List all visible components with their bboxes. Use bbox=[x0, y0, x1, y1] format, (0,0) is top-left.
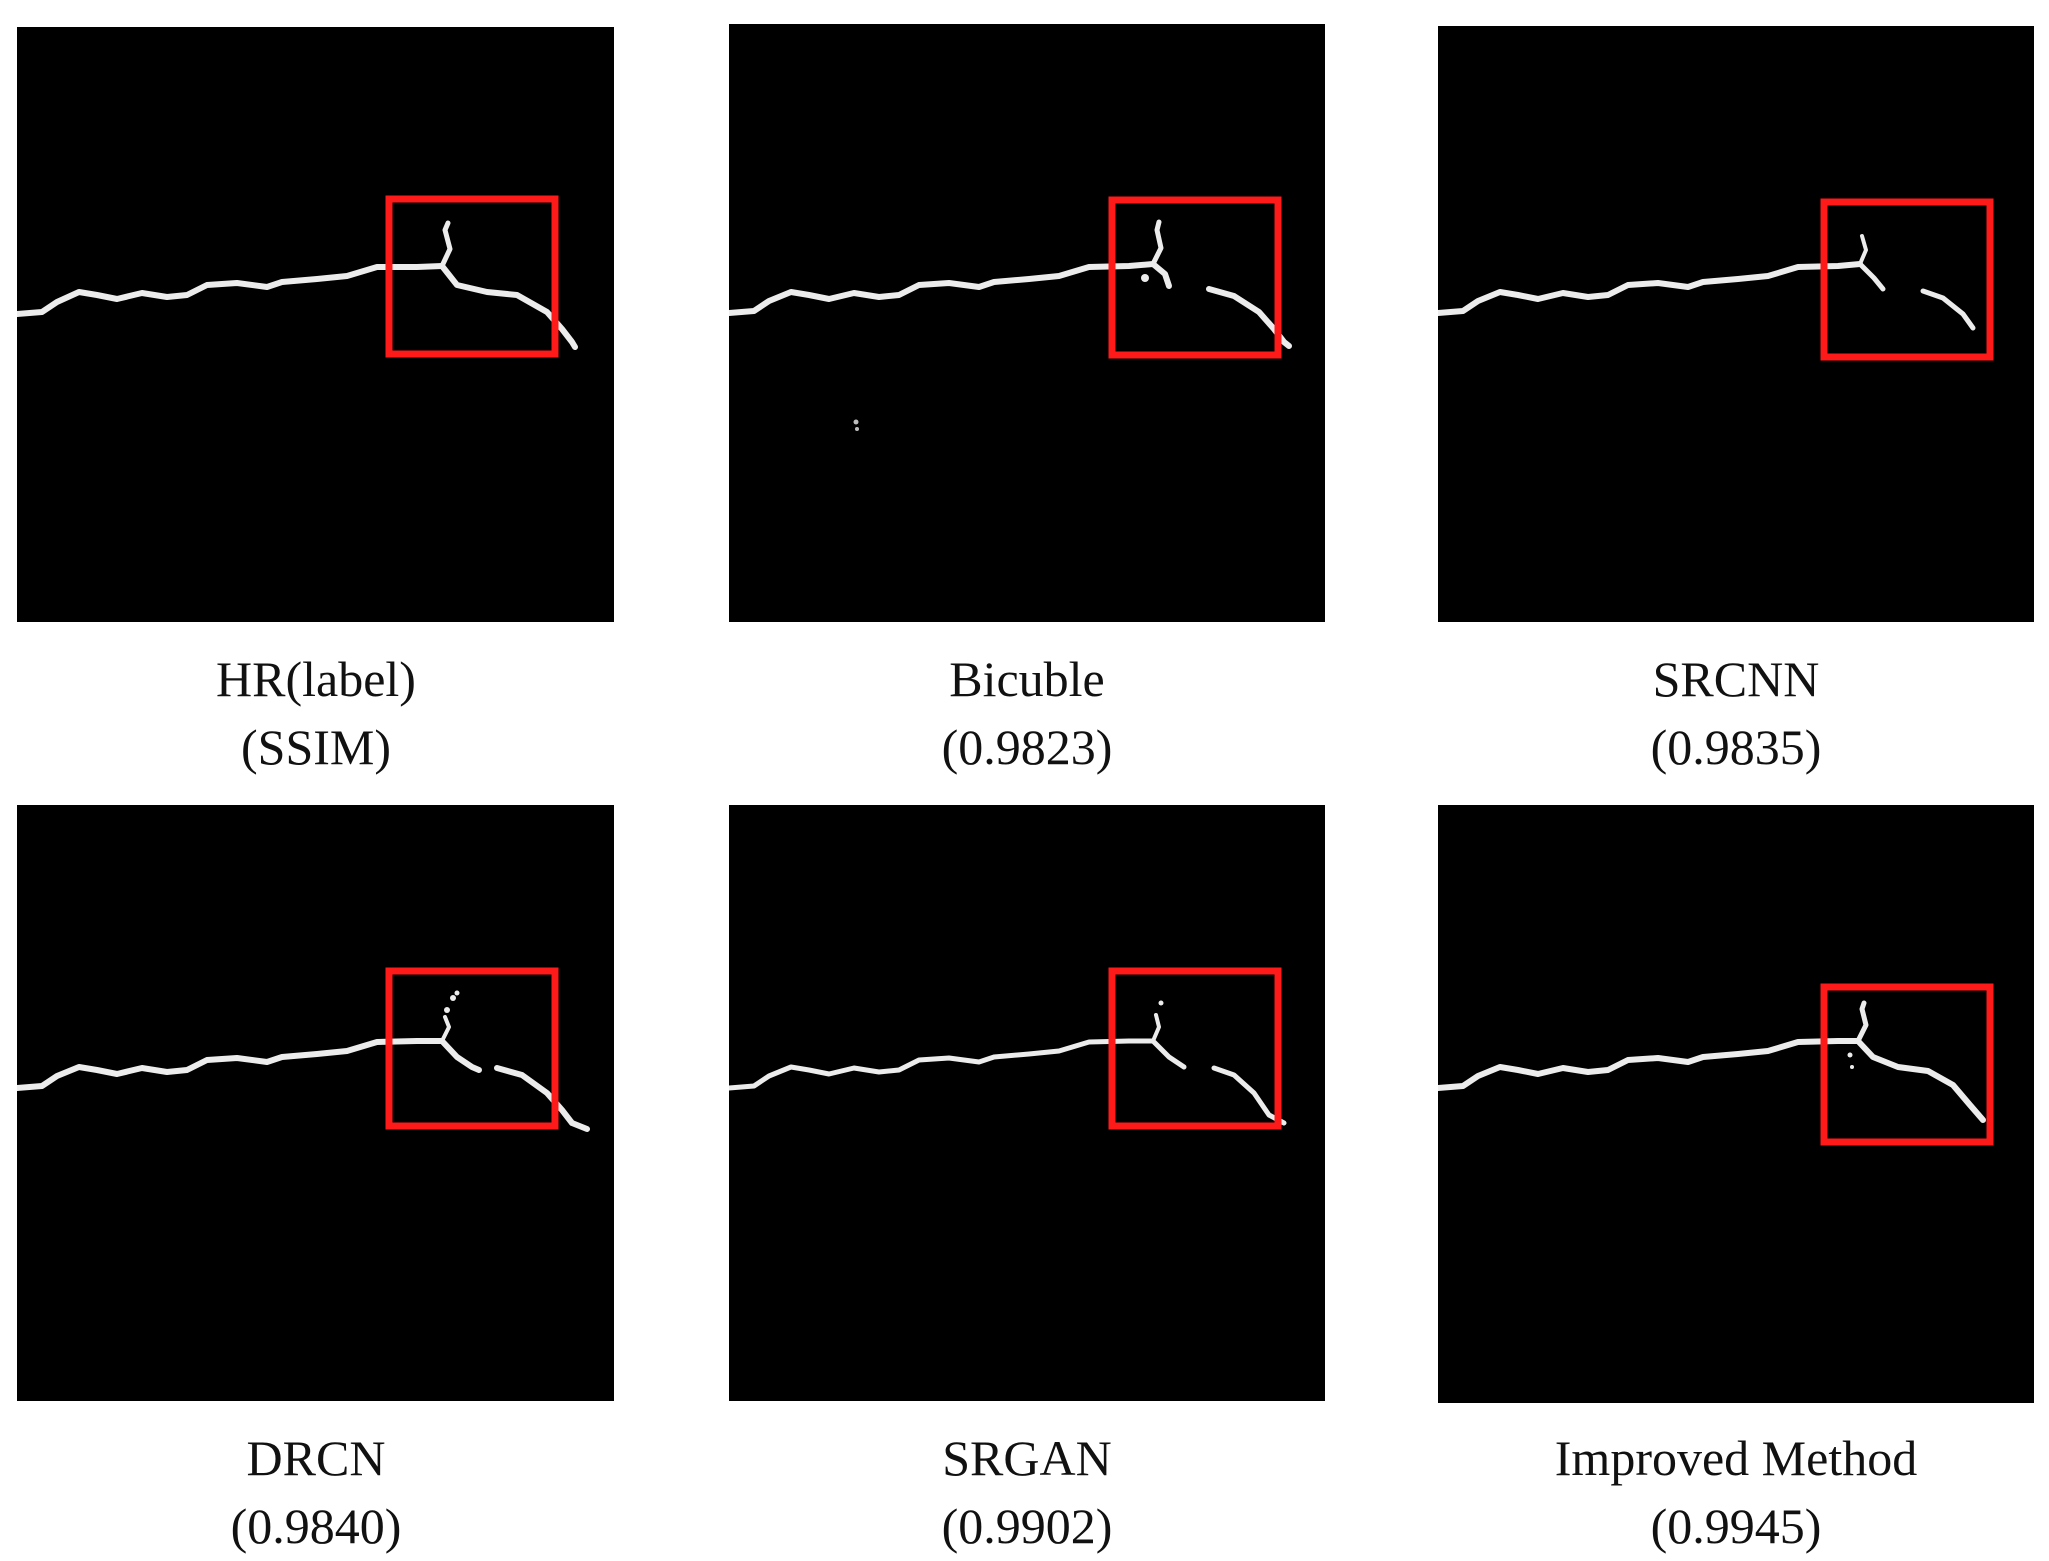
highlight-box bbox=[1820, 198, 1994, 361]
image-panel-srcnn bbox=[1438, 26, 2034, 622]
crack-trace bbox=[1438, 261, 1863, 316]
crack-branch bbox=[1151, 1013, 1161, 1043]
crack-trace bbox=[1438, 1038, 1861, 1091]
caption-improved-method: Improved Method (0.9945) bbox=[1436, 1424, 2036, 1560]
crack-fragment bbox=[855, 427, 859, 431]
crack-branch bbox=[1211, 1065, 1287, 1126]
crack-branch bbox=[1920, 288, 1976, 331]
caption-srgan: SRGAN (0.9902) bbox=[727, 1424, 1327, 1560]
crack-fragment bbox=[1850, 1065, 1854, 1069]
panel-ssim-value: (0.9945) bbox=[1650, 1498, 1822, 1554]
panel-ssim-value: (SSIM) bbox=[240, 719, 392, 775]
image-panel-hr-label bbox=[17, 27, 614, 622]
crack-branch bbox=[1150, 219, 1164, 267]
highlight-box bbox=[1820, 983, 1994, 1146]
image-panel-srgan bbox=[729, 805, 1325, 1401]
crack-branch bbox=[1857, 261, 1886, 292]
crack-fragment bbox=[450, 995, 456, 1001]
panel-title: DRCN bbox=[246, 1430, 386, 1486]
crack-branch bbox=[440, 1015, 451, 1043]
crack-trace bbox=[729, 261, 1156, 316]
panel-title: SRCNN bbox=[1652, 651, 1820, 707]
highlight-box bbox=[1108, 196, 1282, 359]
caption-bicuble: Bicuble (0.9823) bbox=[727, 645, 1327, 781]
crack-image-improved-method bbox=[1438, 983, 1994, 1146]
image-panel-improved-method bbox=[1438, 805, 2034, 1403]
crack-image-srcnn bbox=[1438, 198, 1994, 361]
crack-image-drcn bbox=[17, 967, 590, 1132]
panel-title: HR(label) bbox=[216, 651, 416, 707]
crack-trace bbox=[17, 1038, 445, 1091]
panel-ssim-value: (0.9835) bbox=[1650, 719, 1822, 775]
crack-fragment bbox=[454, 990, 460, 996]
panel-title: SRGAN bbox=[942, 1430, 1112, 1486]
crack-trace bbox=[729, 1038, 1156, 1091]
image-panel-drcn bbox=[17, 805, 614, 1401]
crack-branch bbox=[1855, 1038, 1986, 1123]
caption-drcn: DRCN (0.9840) bbox=[16, 1424, 616, 1560]
highlight-box bbox=[385, 195, 559, 358]
crack-branch bbox=[1206, 286, 1292, 349]
crack-fragment bbox=[853, 419, 859, 425]
panel-ssim-value: (0.9823) bbox=[941, 719, 1113, 775]
crack-branch bbox=[439, 220, 453, 269]
crack-fragment bbox=[1158, 1000, 1164, 1006]
caption-hr-label: HR(label) (SSIM) bbox=[16, 645, 616, 781]
crack-branch bbox=[1150, 1038, 1187, 1070]
crack-image-srgan bbox=[729, 967, 1287, 1130]
image-panel-bicuble bbox=[729, 24, 1325, 622]
crack-branch bbox=[1858, 234, 1868, 266]
panel-title: Improved Method bbox=[1554, 1430, 1918, 1486]
panel-ssim-value: (0.9840) bbox=[230, 1498, 402, 1554]
crack-branch bbox=[439, 263, 578, 350]
crack-image-hr-label bbox=[17, 195, 578, 358]
panel-ssim-value: (0.9902) bbox=[941, 1498, 1113, 1554]
crack-trace bbox=[17, 263, 445, 317]
highlight-box bbox=[385, 967, 559, 1130]
crack-fragment bbox=[1847, 1052, 1853, 1058]
crack-branch bbox=[439, 1038, 482, 1073]
crack-branch bbox=[1150, 261, 1172, 289]
crack-branch bbox=[494, 1065, 590, 1132]
caption-srcnn: SRCNN (0.9835) bbox=[1436, 645, 2036, 781]
crack-image-bicuble bbox=[729, 196, 1292, 431]
crack-fragment bbox=[1141, 274, 1149, 282]
crack-fragment bbox=[444, 1007, 450, 1013]
crack-branch bbox=[1855, 1000, 1869, 1044]
highlight-box bbox=[1108, 967, 1282, 1130]
panel-title: Bicuble bbox=[949, 651, 1105, 707]
